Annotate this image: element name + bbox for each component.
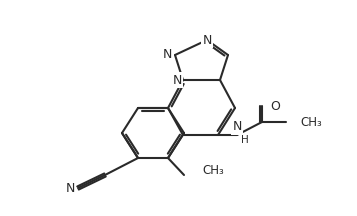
Text: H: H xyxy=(241,135,249,145)
Text: O: O xyxy=(270,100,280,113)
Text: CH₃: CH₃ xyxy=(300,116,322,129)
Text: CH₃: CH₃ xyxy=(202,165,224,178)
Text: N: N xyxy=(202,33,212,46)
Text: N: N xyxy=(232,121,242,133)
Text: N: N xyxy=(172,73,182,86)
Text: N: N xyxy=(65,181,75,194)
Text: N: N xyxy=(162,49,172,62)
